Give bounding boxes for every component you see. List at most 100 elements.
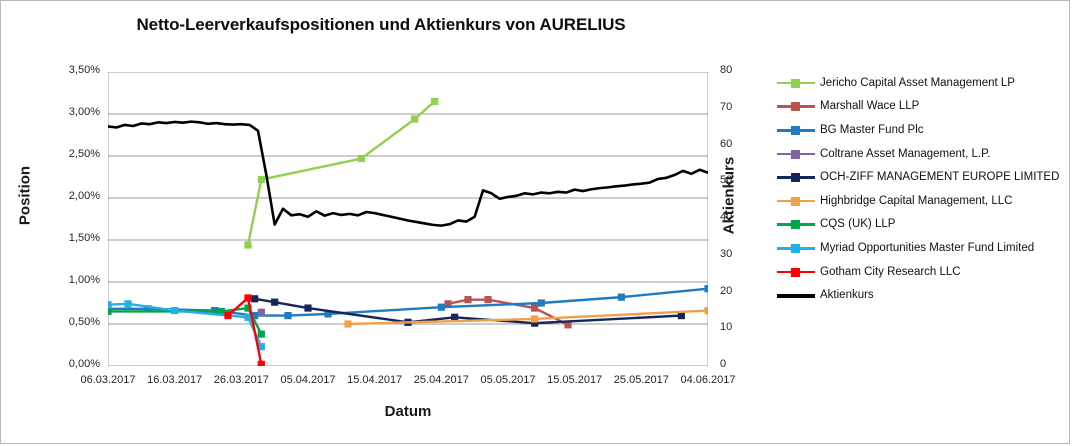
y-axis-primary-tick-label: 0,50% xyxy=(68,316,100,328)
legend-label: CQS (UK) LLP xyxy=(820,218,896,231)
data-point xyxy=(108,307,112,315)
y-axis-secondary-title: Aktienkurs xyxy=(720,156,738,235)
y-axis-primary-tick-label: 3,50% xyxy=(68,64,100,76)
x-axis-tick-label: 26.03.2017 xyxy=(213,374,269,386)
legend-item[interactable]: Gotham City Research LLC xyxy=(777,260,1067,284)
data-point xyxy=(411,115,419,123)
legend-label: BG Master Fund Plc xyxy=(820,123,924,136)
data-point xyxy=(431,97,439,105)
data-point xyxy=(444,300,452,308)
chart-title: Netto-Leerverkaufspositionen und Aktienk… xyxy=(136,15,626,34)
y-axis-secondary-tick-label: 70 xyxy=(720,100,733,113)
data-point xyxy=(217,307,225,315)
legend-label: Marshall Wace LLP xyxy=(820,100,920,113)
data-point xyxy=(531,304,539,312)
legend-swatch-icon xyxy=(777,100,815,112)
legend-label: Aktienkurs xyxy=(820,289,874,302)
data-point xyxy=(224,312,232,320)
legend-item[interactable]: Aktienkurs xyxy=(777,283,1067,307)
data-point xyxy=(484,296,492,304)
y-axis-primary-tick-label: 1,00% xyxy=(68,274,100,286)
data-point xyxy=(108,301,112,309)
x-axis-tick-label: 15.04.2017 xyxy=(347,374,403,386)
data-point xyxy=(251,295,259,303)
legend-item[interactable]: Coltrane Asset Management, L.P. xyxy=(777,142,1067,166)
y-axis-secondary-tick-label: 40 xyxy=(720,211,733,223)
data-point xyxy=(284,312,292,320)
legend-item[interactable]: BG Master Fund Plc xyxy=(777,118,1067,142)
data-point xyxy=(677,312,685,320)
data-point xyxy=(257,175,265,184)
legend-item[interactable]: CQS (UK) LLP xyxy=(777,213,1067,237)
legend-swatch-icon xyxy=(777,171,815,183)
legend-label: Coltrane Asset Management, L.P. xyxy=(820,147,991,160)
legend-label: Gotham City Research LLC xyxy=(820,265,961,278)
data-point xyxy=(704,306,708,315)
series-line xyxy=(108,120,708,227)
y-axis-primary-tick-label: 1,50% xyxy=(68,232,100,244)
data-point xyxy=(531,319,539,327)
data-point xyxy=(531,315,539,323)
legend-label: Myriad Opportunities Master Fund Limited xyxy=(820,241,1035,254)
series-line xyxy=(444,296,572,329)
legend-item[interactable]: Myriad Opportunities Master Fund Limited xyxy=(777,236,1067,260)
data-point xyxy=(251,312,259,320)
y-axis-primary-tick-label: 3,00% xyxy=(68,106,100,118)
x-axis-tick-label: 04.06.2017 xyxy=(680,374,736,386)
plot-area xyxy=(108,72,708,366)
x-axis-tick-label: 05.05.2017 xyxy=(480,374,536,386)
y-axis-primary-tick-label: 0,00% xyxy=(68,358,100,370)
data-point xyxy=(244,294,252,302)
data-point xyxy=(437,303,445,311)
y-axis-primary-title: Position xyxy=(16,165,34,226)
series-line xyxy=(344,306,708,328)
data-point xyxy=(617,293,625,301)
data-point xyxy=(257,343,265,351)
legend-swatch-icon xyxy=(777,242,815,254)
data-point xyxy=(304,304,312,312)
legend-item[interactable]: Marshall Wace LLP xyxy=(777,95,1067,119)
data-point xyxy=(357,154,365,163)
y-axis-primary-tick-label: 2,00% xyxy=(68,190,100,202)
data-point xyxy=(704,285,708,293)
data-point xyxy=(257,308,265,316)
data-point xyxy=(244,241,252,249)
x-axis-title: Datum xyxy=(384,403,432,420)
series-line xyxy=(257,308,265,316)
x-axis-tick-label: 05.04.2017 xyxy=(280,374,336,386)
data-point xyxy=(257,330,265,338)
data-point xyxy=(244,313,252,321)
data-point xyxy=(144,305,152,313)
y-axis-secondary-tick-label: 60 xyxy=(720,137,733,150)
legend-item[interactable]: Jericho Capital Asset Management LP xyxy=(777,71,1067,95)
legend-label: OCH-ZIFF MANAGEMENT EUROPE LIMITED xyxy=(820,171,1060,184)
y-axis-secondary-tick-label: 0 xyxy=(720,358,727,370)
series-line xyxy=(224,294,265,366)
y-axis-secondary-tick-label: 30 xyxy=(720,247,733,260)
data-point xyxy=(171,306,179,315)
x-axis-tick-label: 25.04.2017 xyxy=(413,374,469,386)
y-axis-secondary-tick-label: 50 xyxy=(720,174,733,187)
series-line xyxy=(108,300,265,351)
legend-item[interactable]: Highbridge Capital Management, LLC xyxy=(777,189,1067,213)
x-axis-tick-label: 25.05.2017 xyxy=(613,374,669,386)
legend-swatch-icon xyxy=(777,148,815,160)
data-point xyxy=(537,299,545,307)
x-axis-tick-label: 15.05.2017 xyxy=(547,374,603,386)
x-axis-tick-label: 06.03.2017 xyxy=(80,374,136,386)
data-point xyxy=(344,320,352,328)
data-point xyxy=(257,360,265,366)
legend-swatch-icon xyxy=(777,77,815,89)
y-axis-secondary-tick-label: 20 xyxy=(720,284,733,297)
data-point xyxy=(324,310,332,318)
legend-swatch-icon xyxy=(777,218,815,230)
legend-label: Jericho Capital Asset Management LP xyxy=(820,76,1015,89)
data-point xyxy=(464,296,472,304)
data-point xyxy=(244,304,252,312)
legend-swatch-icon xyxy=(777,289,815,301)
legend-swatch-icon xyxy=(777,266,815,278)
legend-item[interactable]: OCH-ZIFF MANAGEMENT EUROPE LIMITED xyxy=(777,165,1067,189)
y-axis-secondary-tick-label: 80 xyxy=(720,64,733,76)
series-line xyxy=(244,97,439,249)
data-point xyxy=(451,313,459,321)
